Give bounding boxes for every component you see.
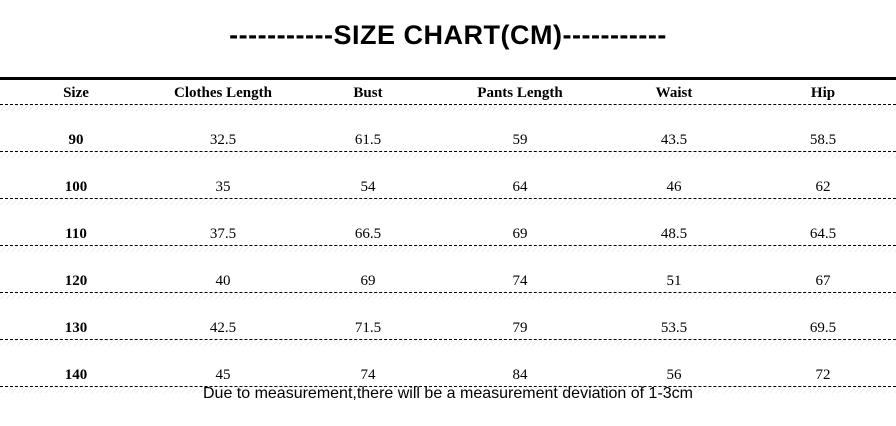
table-cell: 74 (360, 367, 376, 383)
column-header-size: Size (63, 85, 89, 101)
size-table: Size Clothes Length Bust Pants Length Wa… (0, 77, 896, 393)
table-cell: 64 (512, 179, 528, 195)
table-row-size-90: 90 32.5 61.5 59 43.5 58.5 (0, 105, 896, 158)
table-cell: 42.5 (209, 320, 237, 336)
table-cell: 58.5 (809, 132, 837, 148)
table-cell: 32.5 (209, 132, 237, 148)
size-cell: 140 (64, 367, 88, 383)
table-cell: 79 (512, 320, 528, 336)
table-cell: 71.5 (354, 320, 382, 336)
table-cell: 84 (512, 367, 528, 383)
column-header-clothes-length: Clothes Length (174, 85, 272, 101)
table-cell: 56 (666, 367, 682, 383)
column-header-pants-length: Pants Length (477, 85, 563, 101)
table-cell: 37.5 (209, 226, 237, 242)
table-row-size-120: 120 40 69 74 51 67 (0, 246, 896, 299)
column-header-bust: Bust (353, 85, 383, 101)
table-cell: 74 (512, 273, 528, 289)
table-cell: 62 (815, 179, 831, 195)
measurement-note: Due to measurement,there will be a measu… (202, 385, 693, 402)
table-cell: 40 (215, 273, 231, 289)
table-cell: 35 (215, 179, 231, 195)
table-cell: 61.5 (354, 132, 382, 148)
table-cell: 59 (512, 132, 528, 148)
table-cell: 45 (215, 367, 231, 383)
column-header-waist: Waist (655, 85, 693, 101)
table-cell: 48.5 (660, 226, 688, 242)
table-cell: 54 (360, 179, 376, 195)
size-cell: 100 (64, 179, 88, 195)
table-cell: 66.5 (354, 226, 382, 242)
table-cell: 46 (666, 179, 682, 195)
chart-title: -----------SIZE CHART(CM)----------- (229, 20, 667, 50)
size-cell: 120 (64, 273, 88, 289)
table-header-row: Size Clothes Length Bust Pants Length Wa… (0, 80, 896, 111)
table-cell: 67 (815, 273, 831, 289)
table-cell: 53.5 (660, 320, 688, 336)
table-top-rule (0, 77, 896, 80)
size-cell: 130 (64, 320, 88, 336)
size-cell: 110 (65, 226, 87, 242)
size-cell: 90 (68, 132, 84, 148)
table-row-size-140: 140 45 74 84 56 72 (0, 340, 896, 393)
table-cell: 69.5 (809, 320, 837, 336)
table-row-size-110: 110 37.5 66.5 69 48.5 64.5 (0, 199, 896, 252)
table-cell: 64.5 (809, 226, 837, 242)
table-row-size-130: 130 42.5 71.5 79 53.5 69.5 (0, 293, 896, 346)
table-row-size-100: 100 35 54 64 46 62 (0, 152, 896, 205)
table-cell: 51 (666, 273, 682, 289)
table-cell: 43.5 (660, 132, 688, 148)
table-cell: 72 (815, 367, 831, 383)
column-header-hip: Hip (810, 85, 836, 101)
table-cell: 69 (360, 273, 376, 289)
table-cell: 69 (512, 226, 528, 242)
